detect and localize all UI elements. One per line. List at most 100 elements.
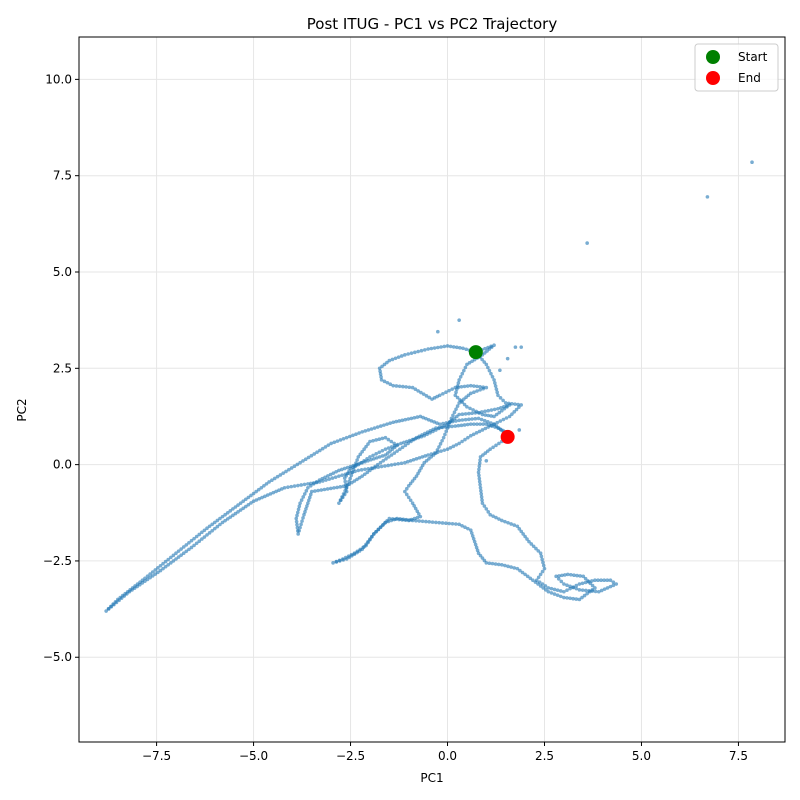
trajectory-point	[156, 570, 160, 575]
trajectory-point	[477, 479, 482, 484]
chart-title: Post ITUG - PC1 vs PC2 Trajectory	[307, 15, 558, 33]
trajectory-point	[391, 420, 396, 425]
trajectory-point	[379, 375, 383, 379]
trajectory-point	[192, 543, 196, 548]
trajectory-point	[407, 385, 412, 390]
trajectory-point	[342, 466, 347, 471]
trajectory-point	[483, 413, 488, 417]
trajectory-point	[568, 584, 572, 589]
trajectory-point	[392, 451, 397, 455]
trajectory-point	[337, 501, 341, 505]
trajectory-point	[351, 463, 356, 468]
trajectory-point	[292, 464, 297, 468]
trajectory-point	[143, 576, 147, 581]
trajectory-point	[355, 477, 359, 482]
trajectory-point	[422, 431, 427, 436]
trajectory-point	[473, 416, 478, 421]
trajectory-point	[491, 514, 495, 518]
trajectory-point	[344, 435, 349, 440]
trajectory-point	[489, 421, 493, 425]
trajectory-point	[120, 593, 125, 598]
trajectory-point	[420, 519, 425, 524]
trajectory-point	[521, 532, 525, 536]
trajectory-point	[428, 428, 433, 433]
trajectory-point	[555, 593, 560, 598]
trajectory-point	[344, 557, 349, 561]
trajectory-point	[484, 561, 489, 565]
trajectory-point	[346, 471, 351, 476]
trajectory-point	[148, 572, 152, 576]
trajectory-point	[332, 486, 336, 490]
trajectory-point	[492, 378, 496, 382]
trajectory-point	[347, 555, 352, 560]
trajectory-point	[360, 460, 364, 465]
trajectory-point	[179, 553, 183, 557]
trajectory-point	[378, 525, 383, 530]
trajectory-point	[400, 518, 405, 522]
trajectory-point	[501, 405, 506, 409]
trajectory-point	[386, 463, 391, 468]
trajectory-point	[257, 496, 262, 501]
trajectory-point	[218, 522, 222, 527]
trajectory-point	[341, 558, 346, 562]
trajectory-point	[189, 545, 194, 550]
axis-ticks: −7.5 −5.0 −2.5 0.0 2.5 5.0 7.5 −5.0 −2.5 0.0 2.5 5.…	[43, 72, 748, 763]
trajectory-point	[480, 428, 485, 432]
trajectory-point	[563, 573, 567, 577]
trajectory-point	[297, 504, 302, 509]
trajectory-point	[350, 480, 354, 485]
trajectory-point	[359, 468, 364, 472]
trajectory-point	[510, 412, 514, 416]
trajectory-point	[543, 588, 548, 592]
trajectory-point	[161, 561, 165, 566]
trajectory-point	[383, 435, 388, 440]
trajectory-point	[541, 560, 545, 565]
trajectory-point	[125, 589, 130, 594]
trajectory-point	[301, 516, 305, 520]
trajectory-point	[294, 519, 299, 524]
trajectory-point	[426, 347, 430, 351]
trajectory-point	[434, 426, 438, 430]
trajectory-point	[503, 519, 507, 524]
trajectory-point	[318, 448, 322, 453]
trajectory-point	[465, 422, 470, 427]
trajectory-point	[410, 479, 415, 483]
trajectory-point	[494, 443, 498, 448]
trajectory-point	[324, 478, 328, 482]
trajectory-point	[562, 582, 566, 586]
trajectory-point	[350, 470, 354, 475]
trajectory-point	[194, 534, 199, 539]
trajectory-point	[210, 522, 214, 527]
trajectory-point	[463, 365, 468, 370]
trajectory-point	[424, 416, 428, 421]
trajectory-point	[471, 408, 475, 412]
trajectory-point	[432, 346, 437, 350]
trajectory-point	[516, 402, 520, 407]
trajectory-point	[333, 475, 338, 479]
trajectory-point	[477, 473, 481, 478]
trajectory-point	[512, 410, 517, 414]
trajectory-point	[505, 356, 510, 361]
trajectory-point	[356, 455, 361, 459]
trajectory-point	[409, 416, 414, 421]
trajectory-point	[588, 581, 593, 586]
trajectory-point	[460, 439, 464, 444]
trajectory-point	[574, 583, 579, 588]
trajectory-point	[489, 423, 493, 428]
trajectory-point	[451, 345, 456, 349]
trajectory-point	[169, 555, 173, 560]
trajectory-point	[582, 593, 587, 598]
trajectory-point	[518, 568, 522, 573]
trajectory-point	[541, 563, 546, 568]
trajectory-point	[378, 424, 383, 428]
trajectory-point	[423, 454, 428, 458]
trajectory-point	[481, 453, 485, 457]
trajectory-point	[450, 424, 454, 429]
trajectory-point	[581, 574, 586, 579]
trajectory-point	[194, 541, 199, 546]
trajectory-point	[394, 384, 399, 388]
trajectory-point	[420, 433, 424, 437]
trajectory-point	[494, 387, 499, 391]
trajectory-point	[306, 482, 310, 486]
trajectory-point	[399, 461, 404, 466]
